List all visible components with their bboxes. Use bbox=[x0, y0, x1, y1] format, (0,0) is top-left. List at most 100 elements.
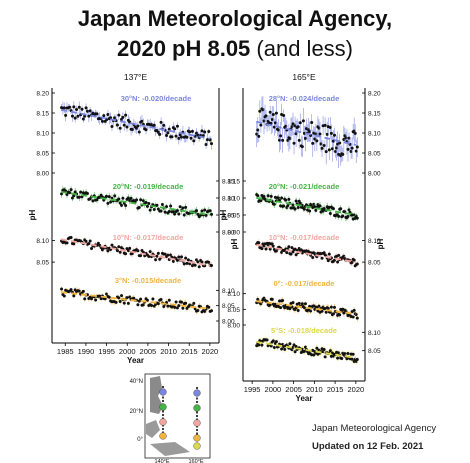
data-point bbox=[85, 192, 89, 196]
data-point bbox=[259, 123, 263, 127]
data-point bbox=[141, 303, 145, 307]
data-point bbox=[145, 298, 149, 302]
data-point bbox=[76, 114, 80, 118]
data-point bbox=[69, 236, 73, 240]
data-point bbox=[338, 141, 342, 145]
data-point bbox=[135, 198, 139, 202]
land-philippines-shape bbox=[146, 420, 160, 438]
data-point bbox=[293, 207, 297, 211]
y-tick-label: 8.15 bbox=[36, 111, 49, 118]
data-point bbox=[190, 264, 194, 268]
data-point bbox=[177, 136, 181, 140]
data-point bbox=[184, 301, 188, 305]
data-point bbox=[70, 196, 74, 200]
data-point bbox=[69, 288, 73, 292]
data-point bbox=[147, 255, 151, 259]
data-point bbox=[291, 250, 295, 254]
data-point bbox=[106, 249, 110, 253]
map-station-marker bbox=[159, 403, 167, 411]
data-point bbox=[80, 107, 84, 111]
data-point bbox=[285, 251, 289, 255]
data-point bbox=[210, 212, 214, 216]
data-point bbox=[160, 202, 164, 206]
data-point bbox=[318, 204, 322, 208]
data-point bbox=[72, 294, 76, 298]
data-point bbox=[203, 309, 207, 313]
data-point bbox=[162, 123, 166, 127]
data-point bbox=[352, 308, 356, 312]
data-point bbox=[167, 298, 171, 302]
data-point bbox=[207, 305, 211, 309]
y-tick-label: 8.10 bbox=[368, 238, 381, 245]
data-point bbox=[256, 194, 260, 198]
data-point bbox=[352, 258, 356, 262]
y-tick-label: 8.05 bbox=[227, 307, 240, 314]
panel-title: 165°E bbox=[292, 72, 316, 82]
data-point bbox=[294, 199, 298, 203]
data-point bbox=[113, 116, 117, 120]
data-point bbox=[69, 188, 73, 192]
data-point bbox=[264, 247, 268, 251]
y-tick-label: 8.10 bbox=[227, 291, 240, 298]
data-point bbox=[163, 210, 167, 214]
data-point bbox=[60, 287, 64, 291]
data-point bbox=[107, 295, 111, 299]
y-axis-label-right: pH bbox=[376, 238, 385, 249]
data-point bbox=[260, 343, 264, 347]
y-tick-label: 8.10 bbox=[36, 238, 49, 245]
trend-line bbox=[60, 238, 211, 267]
data-point bbox=[351, 315, 355, 319]
data-point bbox=[174, 134, 178, 138]
data-point bbox=[77, 289, 81, 293]
data-point bbox=[105, 194, 109, 198]
y-axis-label-left: pH bbox=[219, 209, 228, 220]
data-point bbox=[331, 207, 335, 211]
data-point bbox=[159, 298, 163, 302]
data-point bbox=[338, 313, 342, 317]
data-point bbox=[292, 141, 296, 145]
data-point bbox=[203, 208, 207, 212]
y-tick-label: 8.00 bbox=[36, 171, 49, 178]
data-point bbox=[337, 214, 341, 218]
data-point bbox=[177, 304, 181, 308]
data-point bbox=[173, 212, 177, 216]
map-station-marker bbox=[159, 418, 167, 426]
y-tick-label: 8.10 bbox=[222, 288, 235, 295]
map-station-marker bbox=[193, 389, 201, 397]
data-point bbox=[266, 194, 270, 198]
data-point bbox=[113, 194, 117, 198]
data-point bbox=[318, 132, 322, 136]
data-point bbox=[210, 264, 214, 268]
data-point bbox=[150, 303, 154, 307]
data-point bbox=[72, 105, 76, 109]
data-point bbox=[320, 146, 324, 150]
series-label: 20°N: -0.019/decade bbox=[113, 182, 184, 191]
data-point bbox=[124, 204, 128, 208]
data-point bbox=[171, 210, 175, 214]
data-point bbox=[139, 254, 143, 258]
data-point bbox=[137, 206, 141, 210]
data-point bbox=[262, 194, 266, 198]
y-tick-label: 8.00 bbox=[222, 319, 235, 326]
data-point bbox=[159, 120, 163, 124]
trend-line bbox=[60, 108, 211, 140]
data-point bbox=[125, 125, 129, 129]
data-point bbox=[320, 256, 324, 260]
y-tick-label: 8.20 bbox=[36, 91, 49, 98]
data-point bbox=[88, 239, 92, 243]
data-point bbox=[279, 134, 283, 138]
data-point bbox=[169, 253, 173, 257]
x-tick-label: 2020 bbox=[348, 385, 365, 394]
y-tick-label: 8.10 bbox=[368, 330, 381, 337]
data-point bbox=[287, 197, 291, 201]
data-point bbox=[65, 241, 69, 245]
data-point bbox=[326, 306, 330, 310]
data-point bbox=[118, 126, 122, 130]
data-point bbox=[72, 194, 76, 198]
data-point bbox=[274, 340, 278, 344]
data-point bbox=[350, 213, 354, 217]
data-point bbox=[152, 208, 156, 212]
data-point bbox=[171, 259, 175, 263]
data-point bbox=[109, 116, 113, 120]
trend-line bbox=[256, 300, 356, 315]
